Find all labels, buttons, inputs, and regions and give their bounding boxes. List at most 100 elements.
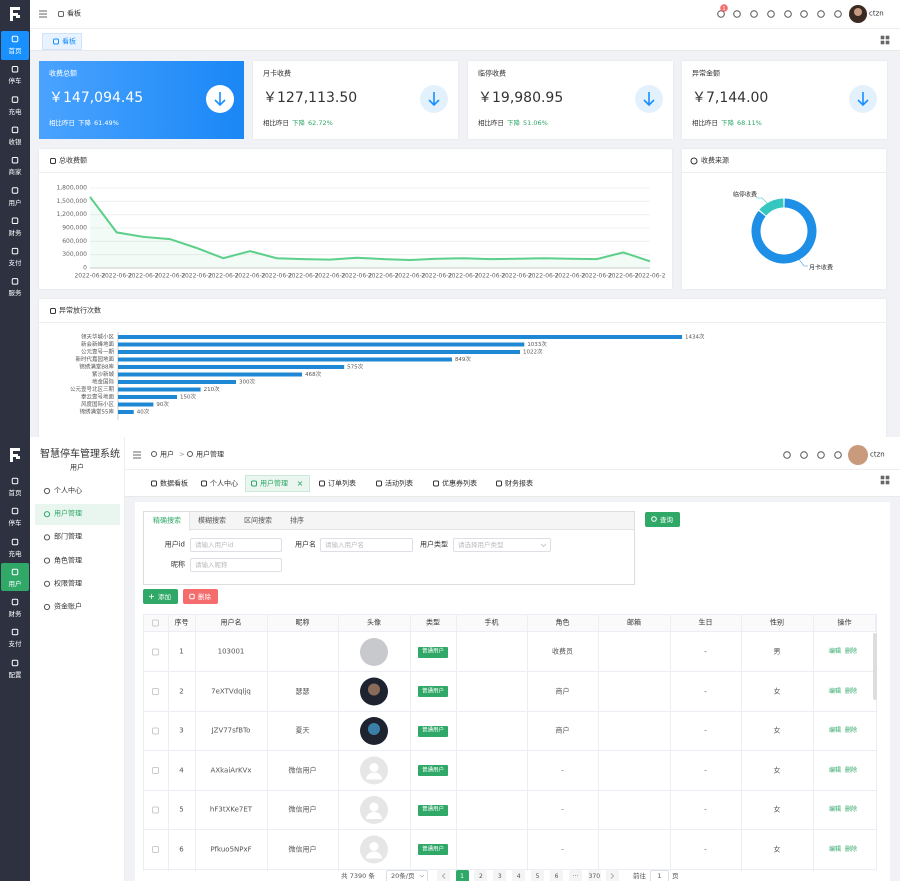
cell: 瑟瑟 (295, 687, 310, 695)
column-border (143, 614, 144, 871)
edit-action[interactable]: 编辑 (828, 766, 842, 774)
breadcrumb: 用户管理 (196, 450, 224, 459)
column-header: 手机 (484, 618, 499, 627)
breadcrumb: 用户 (160, 450, 174, 459)
search-box (143, 511, 635, 585)
search-tab[interactable]: 排序 (290, 516, 304, 525)
type-badge-label: 普通用户 (421, 687, 445, 694)
tab-label[interactable]: 个人中心 (210, 479, 238, 487)
nav-label[interactable]: 充电 (8, 549, 22, 558)
page-button[interactable] (455, 870, 469, 881)
page-size-select[interactable] (386, 870, 428, 881)
input[interactable] (190, 558, 282, 572)
add-button[interactable] (143, 589, 178, 604)
tab-active[interactable] (42, 33, 82, 50)
nav-label[interactable]: 支付 (8, 258, 22, 267)
tab-label[interactable]: 财务报表 (505, 479, 533, 487)
edit-action[interactable]: 编辑 (828, 845, 842, 853)
page-button[interactable] (493, 870, 507, 881)
goto-input[interactable] (650, 870, 669, 881)
delete-action[interactable]: 删除 (844, 687, 858, 695)
tab-active[interactable] (245, 475, 310, 492)
prev-button[interactable] (437, 870, 450, 881)
column-header: 头像 (367, 618, 381, 627)
delete-action[interactable]: 删除 (844, 648, 858, 655)
menu-item[interactable]: 权限管理 (54, 579, 82, 588)
cell: - (704, 647, 707, 656)
menu-item[interactable]: 个人中心 (54, 486, 82, 495)
stat-compare: 相比昨日 (263, 118, 289, 127)
search-tab[interactable]: 精确搜索 (153, 516, 181, 525)
page-button[interactable] (550, 870, 563, 881)
page-button[interactable] (474, 870, 488, 881)
field-label: 用户名 (295, 540, 316, 549)
cell: 女 (773, 805, 781, 814)
page-button[interactable] (587, 870, 601, 881)
search-tab[interactable]: 模糊搜索 (198, 516, 226, 525)
page-button[interactable] (531, 870, 545, 881)
type-badge (418, 725, 448, 737)
cell: 女 (773, 845, 781, 853)
edit-action[interactable]: 编辑 (828, 806, 842, 813)
search-tab[interactable]: 区间搜索 (244, 516, 272, 525)
edit-action[interactable]: 编辑 (828, 727, 842, 734)
nav-label[interactable]: 首页 (8, 488, 22, 497)
query-button[interactable] (645, 512, 680, 527)
input[interactable] (190, 538, 282, 552)
delete-action[interactable]: 删除 (844, 766, 858, 774)
menu-item[interactable]: 角色管理 (54, 556, 82, 565)
delete-action[interactable]: 删除 (844, 727, 858, 734)
tab-label[interactable]: 活动列表 (385, 479, 413, 487)
cell: - (561, 766, 564, 774)
column-border (410, 614, 411, 871)
cell: JZV77sfBTo (211, 726, 251, 735)
nav-label[interactable]: 停车 (8, 77, 22, 86)
column-header: 昵称 (295, 618, 310, 627)
nav-label[interactable]: 配置 (8, 670, 22, 679)
delete-action[interactable]: 删除 (844, 845, 858, 853)
menu-item[interactable]: 资金账户 (54, 602, 82, 611)
nav-label[interactable]: 停车 (8, 518, 22, 527)
divider (39, 172, 672, 173)
next-button[interactable] (606, 870, 619, 881)
cell: - (704, 766, 707, 774)
menu-item[interactable]: 用户管理 (54, 509, 82, 518)
tab-label[interactable]: 数据看板 (160, 479, 188, 487)
menu-item[interactable]: 部门管理 (54, 532, 82, 541)
column-border (598, 614, 599, 871)
nav-label[interactable]: 用户 (8, 198, 22, 207)
cell: - (704, 845, 707, 853)
nav-label[interactable]: 商家 (8, 167, 22, 176)
nav-label[interactable]: 首页 (8, 46, 22, 55)
delete-action[interactable]: 删除 (844, 806, 858, 813)
page-button[interactable] (568, 870, 582, 881)
type-badge-label: 普通用户 (421, 648, 445, 655)
page-button[interactable] (512, 870, 526, 881)
edit-action[interactable]: 编辑 (828, 687, 842, 695)
stat-percent: 68.11% (737, 118, 762, 127)
nav-label[interactable]: 支付 (8, 639, 22, 648)
cell: 商户 (555, 726, 570, 735)
type-badge (418, 804, 448, 816)
cell: 103001 (217, 647, 245, 656)
nav-label[interactable]: 用户 (8, 579, 22, 588)
tab-label[interactable]: 优惠券列表 (442, 479, 477, 487)
page-number: 3 (497, 872, 502, 880)
delete-button[interactable] (183, 589, 218, 604)
stat-trend: 下降 (507, 118, 520, 127)
input[interactable] (453, 538, 551, 552)
user-name: ctzn (869, 9, 884, 18)
nav-label[interactable]: 财务 (8, 228, 22, 237)
nav-label[interactable]: 充电 (8, 107, 22, 116)
tab-label[interactable]: 订单列表 (328, 479, 356, 487)
placeholder: 请输入用户id (195, 540, 234, 549)
nav-label[interactable]: 收银 (8, 137, 22, 146)
stat-label: 收费总额 (49, 69, 77, 78)
nav-label[interactable]: 财务 (8, 609, 22, 618)
cell: - (561, 845, 564, 853)
edit-action[interactable]: 编辑 (828, 648, 842, 655)
input[interactable] (320, 538, 413, 552)
row-border (143, 789, 876, 791)
nav-label[interactable]: 服务 (8, 289, 22, 298)
column-border (195, 614, 196, 871)
